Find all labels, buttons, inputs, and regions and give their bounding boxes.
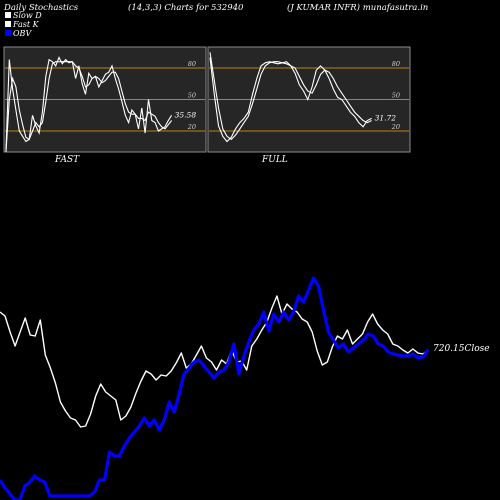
price-obv-panel: 720.15Close — [0, 276, 490, 500]
chart-header: Daily Stochastics (14,3,3) Charts for 53… — [3, 2, 428, 13]
header-title-center: (14,3,3) Charts for 532940 — [128, 2, 244, 13]
fast-stochastics-panel: 80 50 20 35.58 FAST — [3, 46, 207, 165]
legend-label-1: Fast K — [12, 20, 40, 29]
y-tick-label-80: 80 — [188, 60, 196, 68]
header-title-left: Daily Stochastics — [3, 3, 79, 13]
series-line-slow-d — [209, 52, 372, 141]
last-value-label: 31.72 — [375, 113, 397, 122]
legend-label-0: Slow D — [13, 11, 42, 20]
series-line-slow-d — [5, 61, 173, 153]
close-value-label: 720.15Close — [433, 344, 490, 354]
y-tick-label-50: 50 — [188, 92, 196, 100]
legend-swatch-1 — [5, 21, 11, 27]
panel-title: FULL — [261, 155, 288, 165]
header-title-right: (J KUMAR INFR) munafasutra.in — [287, 2, 428, 13]
y-tick-label-20: 20 — [391, 123, 400, 131]
legend-swatch-0 — [5, 12, 11, 18]
legend-label-2: OBV — [13, 29, 32, 38]
y-tick-label-20: 20 — [187, 123, 196, 131]
series-line-close — [0, 295, 429, 428]
legend-swatch-2 — [5, 30, 11, 36]
series-line-fast-k — [5, 56, 173, 150]
y-tick-label-50: 50 — [392, 92, 400, 100]
y-tick-label-80: 80 — [392, 60, 400, 68]
series-line-obv — [0, 276, 430, 500]
panel-title: FAST — [54, 155, 80, 165]
last-value-label: 35.58 — [175, 110, 197, 119]
